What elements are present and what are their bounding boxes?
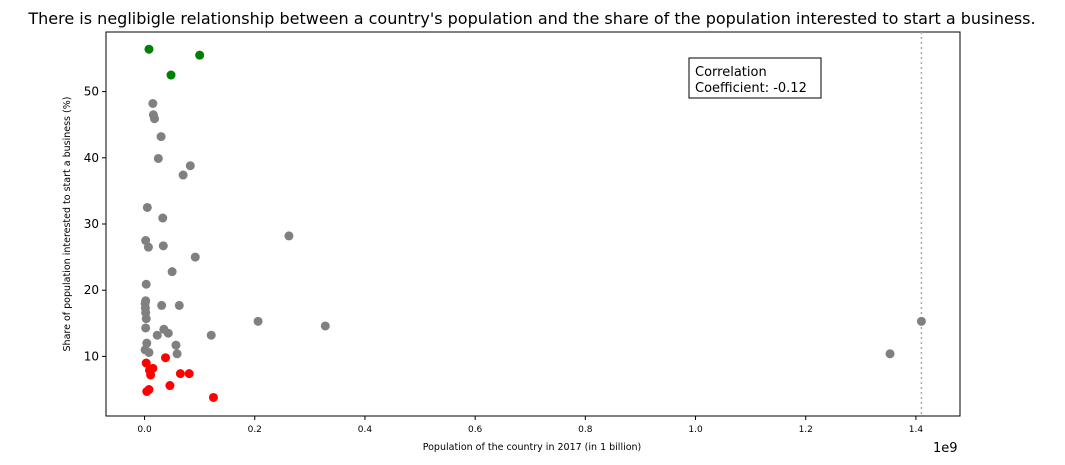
data-point	[141, 314, 151, 324]
data-point	[208, 392, 218, 402]
x-tick-label: 1.4	[909, 425, 924, 435]
chart-title: There is neglibigle relationship between…	[27, 9, 1035, 28]
data-point	[157, 300, 167, 310]
data-point	[885, 349, 895, 359]
x-tick-label: 0.0	[137, 425, 152, 435]
y-tick-label: 50	[84, 85, 99, 99]
data-point	[152, 330, 162, 340]
data-point	[143, 242, 153, 252]
annotation-line-2: Coefficient: -0.12	[695, 81, 807, 96]
data-point	[142, 387, 152, 397]
data-point	[146, 370, 156, 380]
data-point	[174, 300, 184, 310]
data-point	[144, 347, 154, 357]
x-tick-label: 0.6	[468, 425, 483, 435]
data-point	[163, 328, 173, 338]
correlation-annotation: Correlation Coefficient: -0.12	[688, 57, 822, 99]
data-point	[158, 213, 168, 223]
data-point	[141, 323, 151, 333]
data-point	[167, 267, 177, 277]
y-axis-ticks: 10 20 30 40 50	[84, 85, 106, 363]
annotation-line-1: Correlation	[695, 65, 767, 80]
data-point	[165, 381, 175, 391]
data-point	[175, 369, 185, 379]
data-point	[149, 114, 159, 124]
y-tick-label: 30	[84, 217, 99, 231]
data-point	[206, 330, 216, 340]
data-point	[141, 358, 151, 368]
data-point	[158, 241, 168, 251]
annotation-box	[688, 57, 822, 99]
y-tick-label: 40	[84, 151, 99, 165]
x-axis-label: Population of the country in 2017 (in 1 …	[423, 442, 642, 453]
y-axis-label: Share of population interested to start …	[62, 97, 73, 352]
y-tick-label: 10	[84, 349, 99, 363]
data-point	[916, 316, 926, 326]
data-point	[148, 99, 158, 109]
data-point	[172, 349, 182, 359]
x-axis-ticks: 0.0 0.2 0.4 0.6 0.8 1.0 1.2 1.4	[137, 416, 923, 435]
x-tick-label: 1.2	[799, 425, 813, 435]
x-tick-label: 0.8	[578, 425, 593, 435]
x-tick-label: 1.0	[688, 425, 703, 435]
x-tick-label: 0.4	[358, 425, 373, 435]
data-point	[141, 279, 151, 289]
data-point	[161, 353, 171, 363]
data-point	[195, 50, 205, 60]
data-point	[166, 70, 176, 80]
data-point	[253, 316, 263, 326]
data-point	[142, 202, 152, 212]
data-point	[184, 369, 194, 379]
data-point	[178, 170, 188, 180]
x-axis-offset-label: 1e9	[933, 441, 958, 456]
data-point	[171, 340, 181, 350]
x-tick-label: 0.2	[248, 425, 262, 435]
data-point	[284, 231, 294, 241]
data-point	[190, 252, 200, 262]
data-point	[156, 132, 166, 142]
data-point	[153, 153, 163, 163]
plot-area	[105, 31, 961, 417]
y-tick-label: 20	[84, 283, 99, 297]
data-point	[144, 44, 154, 54]
data-point	[185, 161, 195, 171]
data-point	[320, 321, 330, 331]
data-points	[140, 44, 926, 402]
